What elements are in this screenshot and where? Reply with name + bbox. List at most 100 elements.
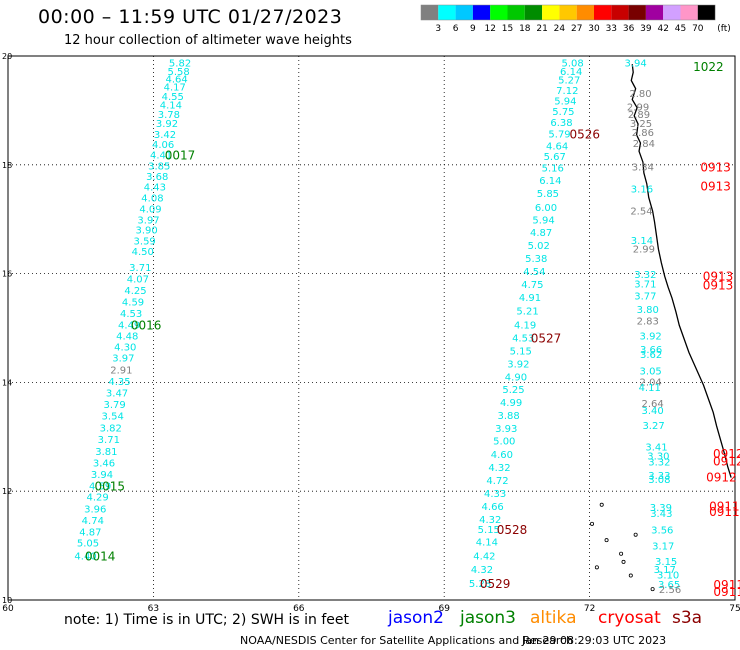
wave-height-value: 3.97	[112, 353, 134, 364]
wave-height-value: 3.59	[134, 237, 156, 248]
legend-swatch	[576, 5, 594, 20]
lat-tick-label: 20	[2, 52, 12, 61]
wave-height-value: 4.25	[124, 286, 146, 297]
lat-tick-label: 18	[2, 161, 12, 170]
wave-height-value: 3.17	[652, 542, 674, 553]
wave-height-value: 4.66	[482, 502, 504, 513]
wave-height-value: 5.15	[478, 525, 500, 536]
wave-height-value: 2.86	[632, 128, 654, 139]
legend-swatch	[472, 5, 491, 20]
wave-height-value: 5.82	[169, 59, 191, 70]
lat-tick-label: 14	[2, 378, 12, 387]
pass-time-label: 0527	[531, 331, 562, 345]
wave-height-value: 3.92	[640, 332, 662, 343]
wave-height-value: 2.89	[628, 110, 650, 121]
wave-height-value: 3.71	[98, 435, 120, 446]
wave-height-value: 4.06	[152, 140, 174, 151]
wave-height-value: 4.41	[150, 151, 172, 162]
legend-label: 42	[657, 24, 668, 34]
wave-height-value: 5.28	[469, 579, 491, 590]
lon-tick-label: 72	[584, 604, 595, 614]
legend-label: 24	[554, 24, 566, 34]
wave-height-value: 3.30	[647, 451, 669, 462]
wave-height-value: 4.91	[519, 293, 541, 304]
wave-height-value: 5.16	[542, 164, 564, 175]
lat-tick-label: 12	[2, 487, 12, 496]
wave-height-value: 3.92	[156, 119, 178, 130]
wave-height-value: 3.05	[640, 367, 662, 378]
wave-height-value: 3.97	[137, 215, 159, 226]
wave-height-value: 3.71	[129, 263, 151, 274]
wave-height-value: 4.87	[530, 228, 552, 239]
wave-height-value: 3.15	[655, 557, 677, 568]
lon-tick-label: 69	[438, 604, 450, 614]
wave-height-value: 3.88	[498, 411, 520, 422]
wave-height-value: 3.25	[630, 119, 652, 130]
wave-height-value: 4.64	[166, 74, 188, 85]
wave-height-value: 5.25	[502, 385, 524, 396]
wave-height-value: 3.33	[648, 471, 670, 482]
wave-height-value: 4.60	[491, 450, 513, 461]
legend-unit: (ft)	[717, 24, 731, 34]
legend-label: 6	[453, 24, 459, 34]
lon-tick-label: 63	[148, 604, 159, 614]
legend-label: 39	[640, 24, 652, 34]
wave-height-value: 3.71	[634, 279, 656, 290]
wave-height-value: 4.59	[122, 297, 144, 308]
map-title: 00:00 – 11:59 UTC 01/27/2023	[38, 6, 343, 28]
wave-height-value: 3.43	[650, 509, 672, 520]
satellite-label-altika: altika	[530, 608, 577, 628]
wave-height-value: 3.79	[103, 400, 125, 411]
wave-height-value: 4.30	[114, 343, 136, 354]
pass-time-label: 0911	[709, 499, 740, 513]
wave-height-value: 4.40	[74, 551, 96, 562]
wave-height-value: 6.14	[560, 67, 582, 78]
legend-label: 36	[623, 24, 635, 34]
island	[650, 587, 655, 592]
wave-height-value: 3.66	[640, 345, 662, 356]
wave-height-value: 4.32	[488, 463, 510, 474]
lat-tick-label: 16	[2, 270, 12, 279]
island	[594, 565, 599, 570]
wave-height-value: 2.99	[627, 103, 649, 114]
wave-height-value: 4.33	[484, 489, 506, 500]
wave-height-value: 4.08	[141, 194, 163, 205]
wave-height-value: 5.08	[562, 59, 584, 70]
pass-time-label: 0911	[713, 585, 740, 599]
wave-height-value: 4.90	[505, 373, 527, 384]
pass-time-label: 0912	[713, 454, 740, 468]
wave-height-value: 4.11	[639, 383, 661, 394]
legend-label: 33	[606, 24, 617, 34]
legend-swatch	[594, 5, 612, 20]
wave-height-value: 2.64	[641, 399, 663, 410]
wave-height-value: 4.72	[486, 476, 508, 487]
wave-height-value: 4.07	[127, 275, 149, 286]
legend-swatch	[542, 5, 560, 20]
map-subtitle: 12 hour collection of altimeter wave hei…	[64, 33, 352, 48]
wave-height-value: 4.50	[132, 247, 154, 258]
legend-swatch	[645, 5, 664, 20]
wave-height-value: 3.10	[657, 571, 679, 582]
wave-height-value: 5.38	[525, 254, 547, 265]
wave-height-value: 5.15	[510, 346, 532, 357]
wave-height-value: 3.62	[640, 350, 662, 361]
footer-credit: NOAA/NESDIS Center for Satellite Applica…	[240, 634, 574, 647]
wave-height-value: 6.14	[539, 176, 561, 187]
wave-height-value: 4.99	[500, 398, 522, 409]
island	[628, 573, 633, 578]
wave-height-value: 3.82	[100, 424, 122, 435]
wave-height-value: 5.02	[528, 241, 550, 252]
legend-swatch	[663, 5, 681, 20]
wave-height-value: 4.64	[546, 141, 568, 152]
wave-height-value: 5.27	[558, 75, 580, 86]
wave-height-value: 3.77	[634, 291, 656, 302]
legend-label: 27	[571, 24, 582, 34]
wave-height-value: 5.58	[167, 67, 189, 78]
lon-tick-label: 60	[2, 604, 14, 614]
wave-height-value: 3.47	[106, 388, 128, 399]
wave-height-value: 2.56	[659, 585, 681, 596]
legend-label: 70	[692, 24, 704, 34]
island	[619, 551, 624, 556]
pass-time-label: 1022	[693, 60, 724, 74]
satellite-label-jason2: jason2	[388, 608, 444, 628]
